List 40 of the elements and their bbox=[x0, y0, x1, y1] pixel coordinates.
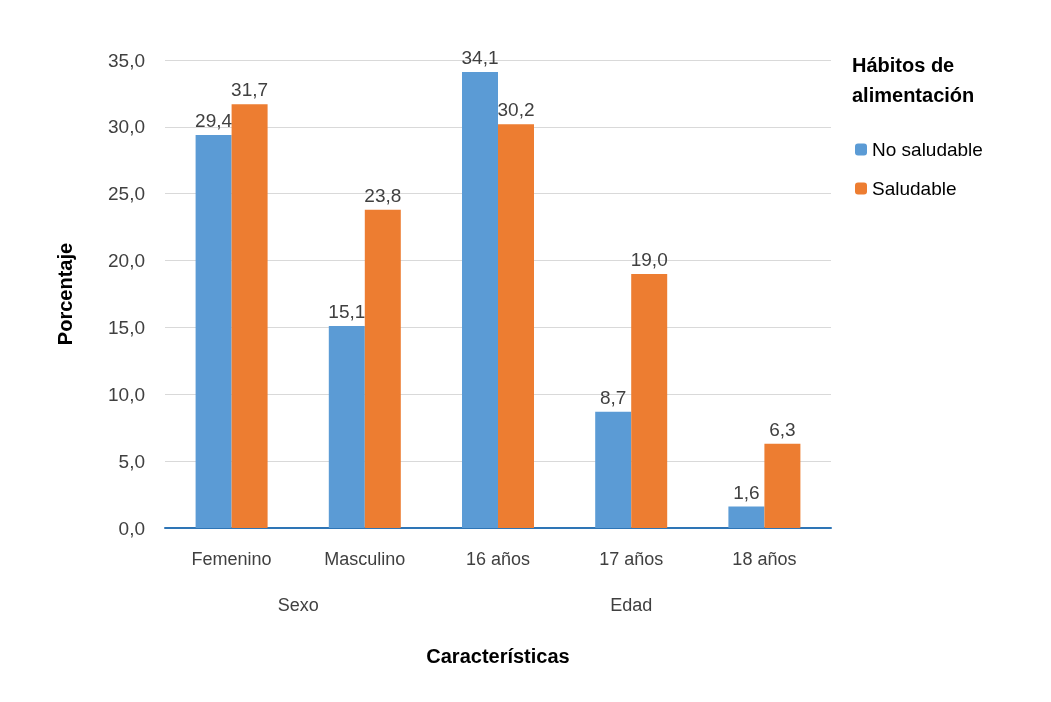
bar bbox=[728, 506, 765, 528]
bar bbox=[462, 72, 498, 528]
legend-title: Hábitos de alimentación bbox=[852, 54, 975, 106]
data-label: 1,6 bbox=[733, 481, 760, 503]
bar bbox=[498, 124, 534, 528]
data-label: 30,2 bbox=[497, 99, 535, 121]
bar bbox=[364, 209, 401, 528]
data-label: 23,8 bbox=[364, 184, 402, 206]
data-label: 6,3 bbox=[769, 418, 796, 440]
y-tick-label: 15,0 bbox=[108, 316, 145, 338]
y-tick-label: 20,0 bbox=[108, 250, 145, 272]
text: Edad bbox=[610, 595, 653, 615]
data-label: 31,7 bbox=[231, 79, 269, 101]
x-tick-label: Femenino bbox=[191, 549, 272, 569]
bar bbox=[328, 326, 365, 528]
y-tick-label: 10,0 bbox=[108, 383, 145, 405]
bar bbox=[231, 104, 268, 528]
legend-label: No saludable bbox=[872, 139, 983, 160]
data-label: 15,1 bbox=[328, 301, 366, 323]
y-tick-label: 0,0 bbox=[118, 517, 145, 539]
x-axis-title: Características bbox=[426, 645, 570, 667]
y-tick-label: 30,0 bbox=[108, 116, 145, 138]
x-tick-label: Masculino bbox=[324, 549, 406, 569]
bar bbox=[631, 273, 668, 528]
y-tick-label: 25,0 bbox=[108, 183, 145, 205]
legend-label: Saludable bbox=[872, 178, 957, 199]
data-label: 19,0 bbox=[630, 248, 668, 270]
data-label: 29,4 bbox=[195, 109, 233, 131]
x-tick-label: 18 años bbox=[732, 549, 797, 569]
bar bbox=[764, 443, 801, 528]
bar bbox=[595, 411, 632, 528]
y-tick-label: 5,0 bbox=[118, 450, 145, 472]
x-tick-label: 17 años bbox=[599, 549, 664, 569]
text: Sexo bbox=[277, 595, 319, 615]
y-axis-title: Porcentaje bbox=[54, 242, 76, 346]
y-tick-label: 35,0 bbox=[108, 49, 145, 71]
data-label: 8,7 bbox=[599, 386, 627, 408]
data-label: 34,1 bbox=[461, 47, 499, 69]
x-tick-label: 16 años bbox=[465, 549, 531, 569]
bar bbox=[195, 134, 232, 528]
